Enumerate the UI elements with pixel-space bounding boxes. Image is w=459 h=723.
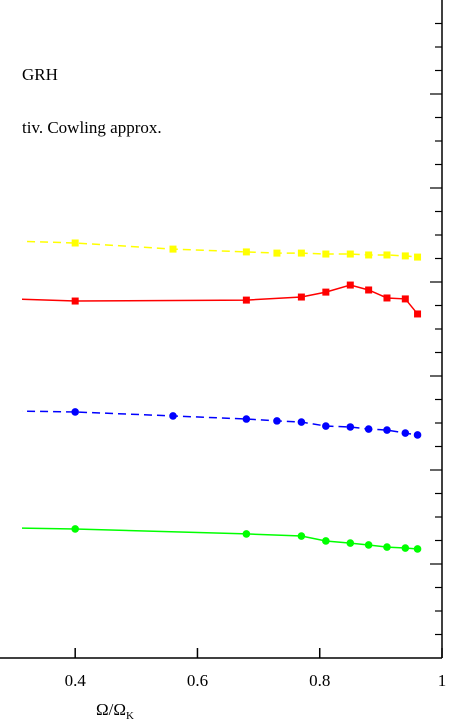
data-point: [169, 412, 177, 420]
x-axis-label: Ω/ΩK: [96, 700, 134, 722]
data-point: [273, 249, 281, 257]
series-line: [22, 284, 419, 315]
data-point: [10, 407, 18, 415]
data-point: [322, 422, 330, 430]
data-point: [242, 248, 250, 256]
plot-area: [10, 238, 422, 553]
data-point: [273, 417, 281, 425]
data-point: [297, 418, 306, 426]
series-line: [22, 240, 418, 258]
data-point: [383, 543, 391, 551]
data-point: [242, 415, 251, 423]
data-point: [364, 541, 373, 549]
data-point: [401, 429, 410, 437]
x-tick-label: 0.8: [309, 671, 330, 690]
data-point: [413, 431, 422, 439]
data-point: [365, 251, 373, 259]
data-point: [365, 286, 373, 294]
data-point: [322, 288, 330, 296]
data-point: [297, 249, 305, 257]
data-point: [11, 295, 18, 302]
data-point: [401, 295, 409, 303]
data-point: [169, 245, 177, 253]
data-point: [414, 253, 422, 261]
data-point: [401, 252, 409, 260]
x-tick-label: 1: [438, 671, 447, 690]
data-point: [297, 532, 306, 540]
data-point: [383, 426, 391, 434]
annotation: tiv. Cowling approx.: [22, 118, 162, 137]
x-tick-label: 0.6: [187, 671, 208, 690]
data-point: [242, 296, 250, 304]
data-point: [383, 294, 391, 302]
data-point: [71, 239, 79, 247]
x-label-subscript: K: [126, 710, 134, 722]
data-point: [346, 250, 354, 258]
data-point: [346, 423, 355, 431]
data-point: [414, 310, 422, 318]
data-point: [71, 525, 79, 533]
x-label: Ω/Ω: [96, 700, 126, 719]
data-point: [401, 544, 410, 552]
series-line: [22, 527, 418, 550]
data-point: [297, 293, 305, 301]
data-point: [322, 250, 330, 258]
data-point: [383, 251, 391, 259]
data-point: [346, 539, 355, 547]
data-point: [322, 537, 330, 545]
data-point: [10, 524, 18, 532]
x-tick-label: 0.4: [65, 671, 87, 690]
series-line: [22, 410, 418, 436]
data-point: [71, 408, 79, 416]
data-point: [71, 297, 79, 305]
annotation: GRH: [22, 65, 58, 84]
data-point: [364, 425, 373, 433]
data-point: [242, 530, 251, 538]
data-point: [346, 281, 354, 289]
data-point: [413, 545, 422, 553]
data-point: [11, 238, 18, 245]
